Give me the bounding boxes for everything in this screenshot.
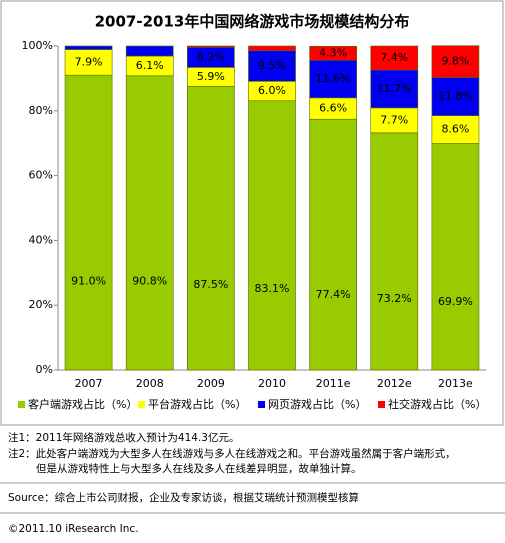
- bar-segment: [125, 75, 174, 371]
- bar-segment: [64, 45, 113, 50]
- value-label: 11.6%: [316, 72, 351, 85]
- legend-label: 客户端游戏占比（%）: [28, 397, 137, 411]
- x-tick-label: 2013e: [438, 377, 473, 390]
- value-label: 91.0%: [71, 275, 106, 288]
- x-tick-label: 2011e: [316, 377, 351, 390]
- value-label: 4.3%: [319, 46, 347, 59]
- value-label: 87.5%: [193, 278, 228, 291]
- legend-swatch: [258, 401, 265, 408]
- bar-segment: [370, 107, 419, 134]
- y-tick-label: 80%: [29, 104, 53, 117]
- y-tick-label: 0%: [36, 363, 53, 376]
- legend-swatch: [138, 401, 145, 408]
- y-tick-label: 20%: [29, 298, 53, 311]
- note: 但是从游戏特性上与大型多人在线及多人在线差异明显，故单独计算。: [36, 462, 362, 475]
- value-label: 6.2%: [197, 50, 225, 63]
- value-label: 73.2%: [377, 292, 412, 305]
- copyright: ©2011.10 iResearch Inc.: [8, 523, 139, 535]
- source: Source：综合上市公司财报，企业及专家访谈，根据艾瑞统计预测模型核算: [8, 491, 359, 504]
- value-label: 77.4%: [316, 288, 351, 301]
- bar-segment: [248, 50, 296, 82]
- value-label: 6.6%: [319, 102, 347, 115]
- value-label: 5.9%: [197, 70, 225, 83]
- chart-title: 2007-2013年中国网络游戏市场规模结构分布: [95, 13, 410, 31]
- bar-segment: [64, 49, 113, 76]
- bar-segment: [248, 100, 296, 371]
- x-tick-label: 2007: [75, 377, 103, 390]
- legend-label: 平台游戏占比（%）: [148, 397, 246, 411]
- y-tick-label: 60%: [29, 169, 53, 182]
- value-label: 6.1%: [136, 59, 164, 72]
- x-tick-label: 2008: [136, 377, 164, 390]
- value-label: 90.8%: [132, 275, 167, 288]
- y-tick-label: 40%: [29, 233, 53, 246]
- bar-segment: [370, 45, 419, 71]
- value-label: 83.1%: [255, 282, 290, 295]
- bar-segment: [431, 115, 480, 144]
- value-label: 7.9%: [75, 55, 103, 68]
- bar-segment: [187, 86, 235, 371]
- bar-segment: [64, 74, 113, 371]
- value-label: 6.0%: [258, 84, 286, 97]
- x-tick-label: 2012e: [377, 377, 412, 390]
- bar-segment: [187, 45, 235, 48]
- bar-segment: [431, 45, 480, 78]
- legend-swatch: [378, 401, 385, 408]
- legend-label: 社交游戏占比（%）: [388, 397, 486, 411]
- value-label: 7.7%: [380, 113, 408, 126]
- note: 注1：2011年网络游戏总收入预计为414.3亿元。: [8, 431, 239, 444]
- value-label: 69.9%: [438, 295, 473, 308]
- value-label: 8.6%: [441, 123, 469, 136]
- y-tick-label: 100%: [22, 39, 53, 52]
- legend-swatch: [18, 401, 25, 408]
- value-label: 11.8%: [438, 90, 473, 103]
- bar-segment: [431, 77, 480, 116]
- x-tick-label: 2009: [197, 377, 225, 390]
- bar-segment: [370, 132, 419, 371]
- bar-segment: [248, 45, 296, 51]
- value-label: 7.4%: [380, 51, 408, 64]
- chart-frame: [0, 0, 504, 426]
- note: 注2：此处客户端游戏为大型多人在线游戏与多人在线游戏之和。平台游戏虽然属于客户端…: [8, 447, 456, 460]
- value-label: 9.5%: [258, 59, 286, 72]
- legend-label: 网页游戏占比（%）: [268, 397, 366, 411]
- x-tick-label: 2010: [258, 377, 286, 390]
- value-label: 11.7%: [377, 82, 412, 95]
- bar-segment: [309, 118, 357, 371]
- bar-segment: [309, 46, 357, 61]
- value-label: 9.8%: [441, 55, 469, 68]
- bar-segment: [125, 45, 174, 57]
- bar-segment: [431, 143, 480, 371]
